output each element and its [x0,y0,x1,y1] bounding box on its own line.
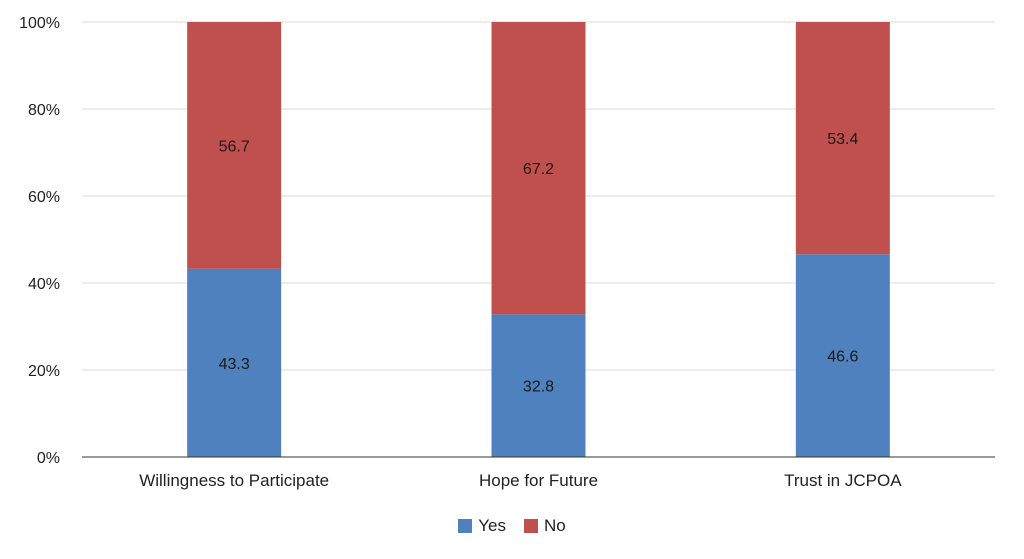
y-tick-label: 20% [28,363,60,380]
data-label: 32.8 [523,379,554,396]
bar-no [491,22,586,315]
data-label: 53.4 [827,131,858,148]
y-tick-label: 60% [28,189,60,206]
data-label: 46.6 [827,349,858,366]
data-label: 43.3 [219,356,250,373]
bar-yes [187,268,282,457]
y-tick-label: 40% [28,276,60,293]
data-label: 67.2 [523,161,554,178]
bars [187,22,890,457]
x-tick-label: Willingness to Participate [139,471,329,490]
bar-yes [491,314,586,457]
y-tick-label: 100% [19,15,60,32]
legend: Yes No [0,514,1024,538]
y-tick-label: 0% [37,450,60,467]
legend-item-yes: Yes [458,516,506,536]
x-tick-label: Trust in JCPOA [784,471,902,490]
axes: 0% 20% 40% 60% 80% 100% Willingness to Partici… [19,15,995,490]
legend-item-no: No [524,516,566,536]
bar-yes [795,254,890,457]
bar-no [795,22,890,255]
data-label: 56.7 [219,138,250,155]
x-tick-label: Hope for Future [479,471,598,490]
legend-swatch-yes [458,519,473,533]
legend-label-no: No [544,516,566,535]
legend-label-yes: Yes [478,516,506,535]
y-tick-label: 80% [28,102,60,119]
data-labels: 43.3 56.7 32.8 67.2 46.6 53.4 [219,131,859,396]
bar-no [187,22,282,269]
legend-swatch-no [524,519,538,533]
